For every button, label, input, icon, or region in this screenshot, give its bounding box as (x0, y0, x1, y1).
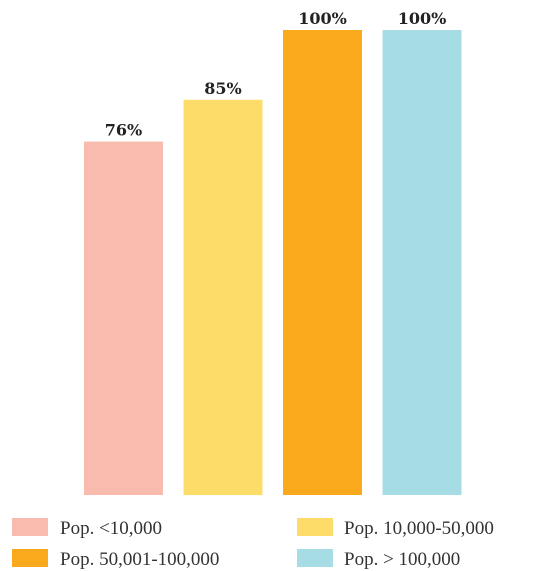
legend: Pop. <10,000 Pop. 10,000-50,000 Pop. 50,… (12, 518, 494, 570)
bar-value-label-pop-100-000: 100% (398, 9, 447, 28)
bar-pop-10-000 (84, 141, 163, 495)
legend-swatch-pop-50001-100000 (12, 549, 48, 567)
bar-pop-50-001-100-000 (283, 30, 362, 495)
bar-value-label-pop-10-000-50-000: 85% (204, 79, 241, 98)
bar-pop-100-000 (382, 30, 462, 495)
legend-swatch-pop-over-100000 (297, 549, 333, 567)
legend-swatch-pop-10000-50000 (297, 518, 333, 536)
bar-value-label-pop-50-001-100-000: 100% (298, 9, 347, 28)
legend-label-pop-over-100000: Pop. > 100,000 (344, 549, 460, 570)
bar-value-label-pop-10-000: 76% (105, 121, 142, 140)
legend-label-pop-10000-50000: Pop. 10,000-50,000 (344, 518, 494, 539)
bars-group: 76% 85% 100% 100% (84, 9, 462, 496)
legend-label-pop-50001-100000: Pop. 50,001-100,000 (60, 549, 219, 570)
bar-pop-10-000-50-000 (183, 99, 263, 496)
legend-swatch-pop-under-10000 (12, 518, 48, 536)
legend-label-pop-under-10000: Pop. <10,000 (60, 518, 162, 539)
